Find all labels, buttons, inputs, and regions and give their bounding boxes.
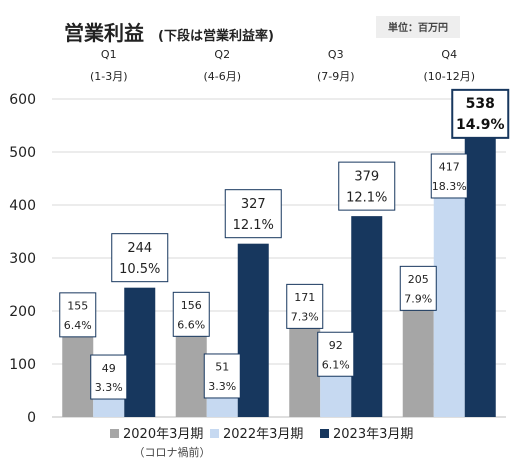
data-label-rate: 6.4% [64,319,92,332]
bar [289,326,321,417]
legend: 2020年3月期 （コロナ禍前） 2022年3月期 2023年3月期 [110,427,413,459]
data-label-value: 379 [354,169,379,184]
quarter-label: Q4 [441,48,457,61]
data-label-box [90,354,128,400]
legend-swatch [110,429,119,438]
data-label-box [59,292,97,338]
data-label-rate: 7.3% [291,310,319,323]
data-label-rate: 12.1% [233,218,274,233]
y-tick-label: 100 [9,357,36,373]
data-label-rate: 12.1% [346,190,387,205]
y-axis-ticks: 0 100 200 300 400 500 600 [9,92,36,426]
y-tick-label: 500 [9,145,36,161]
quarter-sublabel: (10-12月) [423,70,475,83]
data-label-value: 156 [181,299,202,312]
legend-note: （コロナ禍前） [134,445,211,459]
data-label-value: 51 [215,361,229,374]
unit-label-box [376,16,460,38]
data-label-box [224,189,282,239]
y-tick-label: 600 [9,92,36,108]
legend-label: 2022年3月期 [223,427,303,442]
legend-label: 2020年3月期 [123,427,203,442]
data-labels: 155 6.4% 49 3.3% 244 10.5% 156 6.6% 51 3.3% 327 12.… [59,88,510,400]
data-label-value: 205 [408,273,429,286]
data-label-value: 538 [466,96,495,112]
data-label-rate: 18.3% [432,180,467,193]
legend-swatch [320,429,329,438]
y-tick-label: 200 [9,304,36,320]
quarter-sublabel: (1-3月) [90,70,128,83]
data-label-rate: 6.1% [322,358,350,371]
bar [175,334,207,417]
y-tick-label: 400 [9,198,36,214]
data-label-box [203,353,241,399]
legend-swatch [210,429,219,438]
bar [124,287,156,417]
quarter-label: Q2 [214,48,230,61]
data-label-box [111,233,169,283]
data-label-value: 171 [294,291,315,304]
unit-label: 単位：百万円 [388,21,448,34]
data-label-rate: 6.6% [177,318,205,331]
data-label-value: 417 [439,161,460,174]
quarter-label: Q1 [101,48,117,61]
legend-label: 2023年3月期 [333,427,413,442]
y-tick-label: 300 [9,251,36,267]
data-label-value: 327 [241,197,266,212]
chart-subtitle: (下段は営業利益率) [158,28,274,44]
data-label-value: 92 [329,339,343,352]
data-label-box [317,331,355,377]
bar [464,131,496,418]
data-label-box [172,291,210,337]
bar [62,334,94,417]
bar [433,195,465,417]
quarter-sublabel: (7-9月) [317,70,355,83]
y-tick-label: 0 [27,410,36,426]
quarter-label: Q3 [328,48,344,61]
data-label-value: 155 [67,300,88,313]
quarter-labels: Q1 (1-3月) Q2 (4-6月) Q3 (7-9月) Q4 (10-12月) [90,48,475,83]
chart-title: 営業利益 [64,21,144,45]
bar [402,308,434,417]
data-label-rate: 3.3% [208,380,236,393]
data-label-rate: 14.9% [456,117,505,133]
data-label-value: 49 [102,362,116,375]
quarter-sublabel: (4-6月) [203,70,241,83]
data-label-box [286,283,324,329]
data-label-box [338,161,396,211]
data-label-rate: 10.5% [119,262,160,277]
data-label-value: 244 [127,241,152,256]
data-label-box [451,88,510,139]
bar [237,243,269,417]
data-label-box [399,265,437,311]
bar [351,216,383,417]
data-label-rate: 7.9% [404,292,432,305]
data-label-box [430,153,468,199]
data-label-rate: 3.3% [95,381,123,394]
